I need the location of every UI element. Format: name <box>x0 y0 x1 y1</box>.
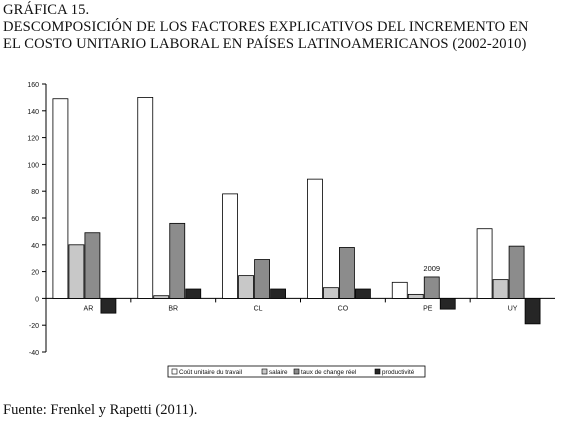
figure-title-line-2: EL COSTO UNITARIO LABORAL EN PAÍSES LATI… <box>3 36 527 52</box>
bar-br-series-3 <box>169 222 186 299</box>
bar-co-series-1 <box>307 178 323 299</box>
legend-label: productivité <box>382 369 415 376</box>
y-tick-label: 120 <box>27 136 39 143</box>
legend-label: Coût unitaire du travail <box>179 369 242 376</box>
figure-title-line-1: DESCOMPOSICIÓN DE LOS FACTORES EXPLICATI… <box>3 19 529 35</box>
bar-co-series-2 <box>323 287 339 299</box>
y-tick-label: 140 <box>27 109 39 116</box>
figure-label: GRÁFICA 15. <box>3 2 90 18</box>
y-tick-label: 60 <box>31 216 39 223</box>
bar-uy-series-2 <box>492 279 509 299</box>
bar-co-series-4 <box>355 288 371 299</box>
bar-uy-series-1 <box>476 228 493 299</box>
bar-cl-series-2 <box>238 275 254 299</box>
bar-br-series-4 <box>185 288 202 299</box>
bar-br-series-2 <box>153 295 170 299</box>
y-tick-label: 100 <box>27 162 39 169</box>
bar-ar-series-4 <box>100 297 117 314</box>
legend-swatch <box>374 368 381 375</box>
x-tick-label: CO <box>338 305 349 312</box>
bar-cl-series-3 <box>254 259 270 299</box>
bar-pe-series-1 <box>391 281 408 299</box>
source-note: Fuente: Frenkel y Rapetti (2011). <box>3 402 198 418</box>
x-tick-label: CL <box>254 305 263 312</box>
bar-ar-series-1 <box>52 98 69 299</box>
x-tick-label: UY <box>508 305 518 312</box>
bar-co-series-3 <box>339 247 355 299</box>
x-tick-label: PE <box>423 305 433 312</box>
y-tick-label: 20 <box>31 270 39 277</box>
legend-swatch <box>293 368 300 375</box>
legend-label: taux de change réel <box>301 369 356 376</box>
bar-br-series-1 <box>137 96 154 299</box>
bar-pe-series-4 <box>439 297 456 310</box>
legend-label: salaire <box>269 369 288 376</box>
y-tick-label: 40 <box>31 243 39 250</box>
y-tick-label: 80 <box>31 189 39 196</box>
bar-ar-series-3 <box>84 232 101 299</box>
bar-cl-series-1 <box>222 193 238 299</box>
legend-swatch <box>171 368 178 375</box>
bar-ar-series-2 <box>68 244 85 299</box>
x-tick-label: AR <box>84 305 94 312</box>
bar-uy-series-4 <box>524 297 541 325</box>
bar-cl-series-4 <box>270 288 286 299</box>
y-tick-label: 0 <box>35 296 39 303</box>
annotation-label: 2009 <box>423 264 440 273</box>
bar-pe-series-3 <box>423 276 440 299</box>
bar-uy-series-3 <box>508 245 525 299</box>
figure-heading: GRÁFICA 15. DESCOMPOSICIÓN DE LOS FACTOR… <box>3 2 529 53</box>
bar-chart: -40 -20 0 20 40 60 80 100 120 140 160 AR BR CL CO PE UY 2… <box>27 82 555 378</box>
x-tick-label: BR <box>168 305 178 312</box>
legend-swatch <box>261 368 268 375</box>
bar-pe-series-2 <box>407 293 424 299</box>
y-tick-label: -40 <box>29 350 39 357</box>
y-tick-label: 160 <box>27 82 39 89</box>
y-tick-label: -20 <box>29 323 39 330</box>
